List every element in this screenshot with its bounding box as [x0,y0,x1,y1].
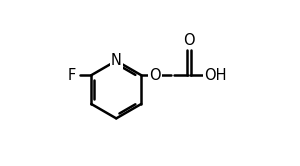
Text: OH: OH [205,68,227,83]
Text: O: O [183,33,195,48]
Text: O: O [149,68,161,83]
Text: N: N [111,53,122,68]
Text: F: F [68,68,76,83]
